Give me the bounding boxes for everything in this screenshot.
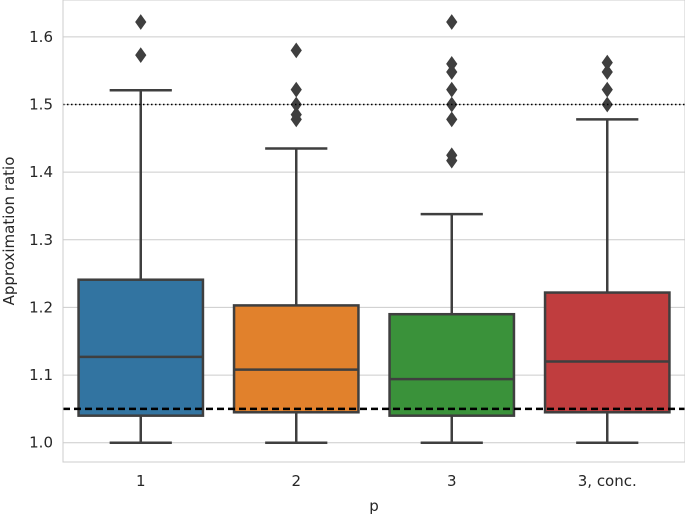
outlier-marker [290,106,302,123]
y-axis-title: Approximation ratio [0,157,18,306]
boxes [77,14,671,444]
box-group [232,42,360,444]
outlier-marker [446,56,458,72]
x-tick-label: 3 [447,472,457,490]
x-tick-label: 1 [136,472,146,490]
plot-area-frame [62,0,685,463]
outlier-marker [446,14,458,30]
outlier-marker [446,147,458,164]
x-tick-label: 2 [291,472,301,490]
x-tick-labels: 1 2 3 3, conc. [136,472,637,490]
outlier-marker [601,54,613,71]
y-tick-label: 1.2 [29,298,53,316]
x-tick-label: 3, conc. [578,472,637,490]
x-axis-title: p [369,497,379,515]
y-tick-label: 1.5 [29,96,53,114]
outlier-marker [290,42,302,59]
box-group [543,54,671,444]
outlier-marker [135,14,147,30]
outlier-marker [601,64,613,80]
box [543,291,671,414]
box [77,278,205,417]
box-group [388,14,516,444]
outlier-marker [135,47,147,63]
outlier-marker [290,81,302,98]
outlier-marker [446,111,458,128]
y-tick-labels: 1.0 1.1 1.2 1.3 1.4 1.5 1.6 [29,28,53,452]
y-tick-label: 1.1 [29,366,53,384]
outlier-marker [601,81,613,98]
box-group [77,14,205,444]
y-tick-label: 1.0 [29,434,53,452]
y-tick-label: 1.6 [29,28,53,46]
box [388,312,516,417]
y-tick-label: 1.4 [29,163,53,181]
reference-lines [63,103,685,411]
outlier-marker [446,81,458,98]
box [232,304,360,414]
y-tick-label: 1.3 [29,231,53,249]
outlier-marker [446,64,458,80]
